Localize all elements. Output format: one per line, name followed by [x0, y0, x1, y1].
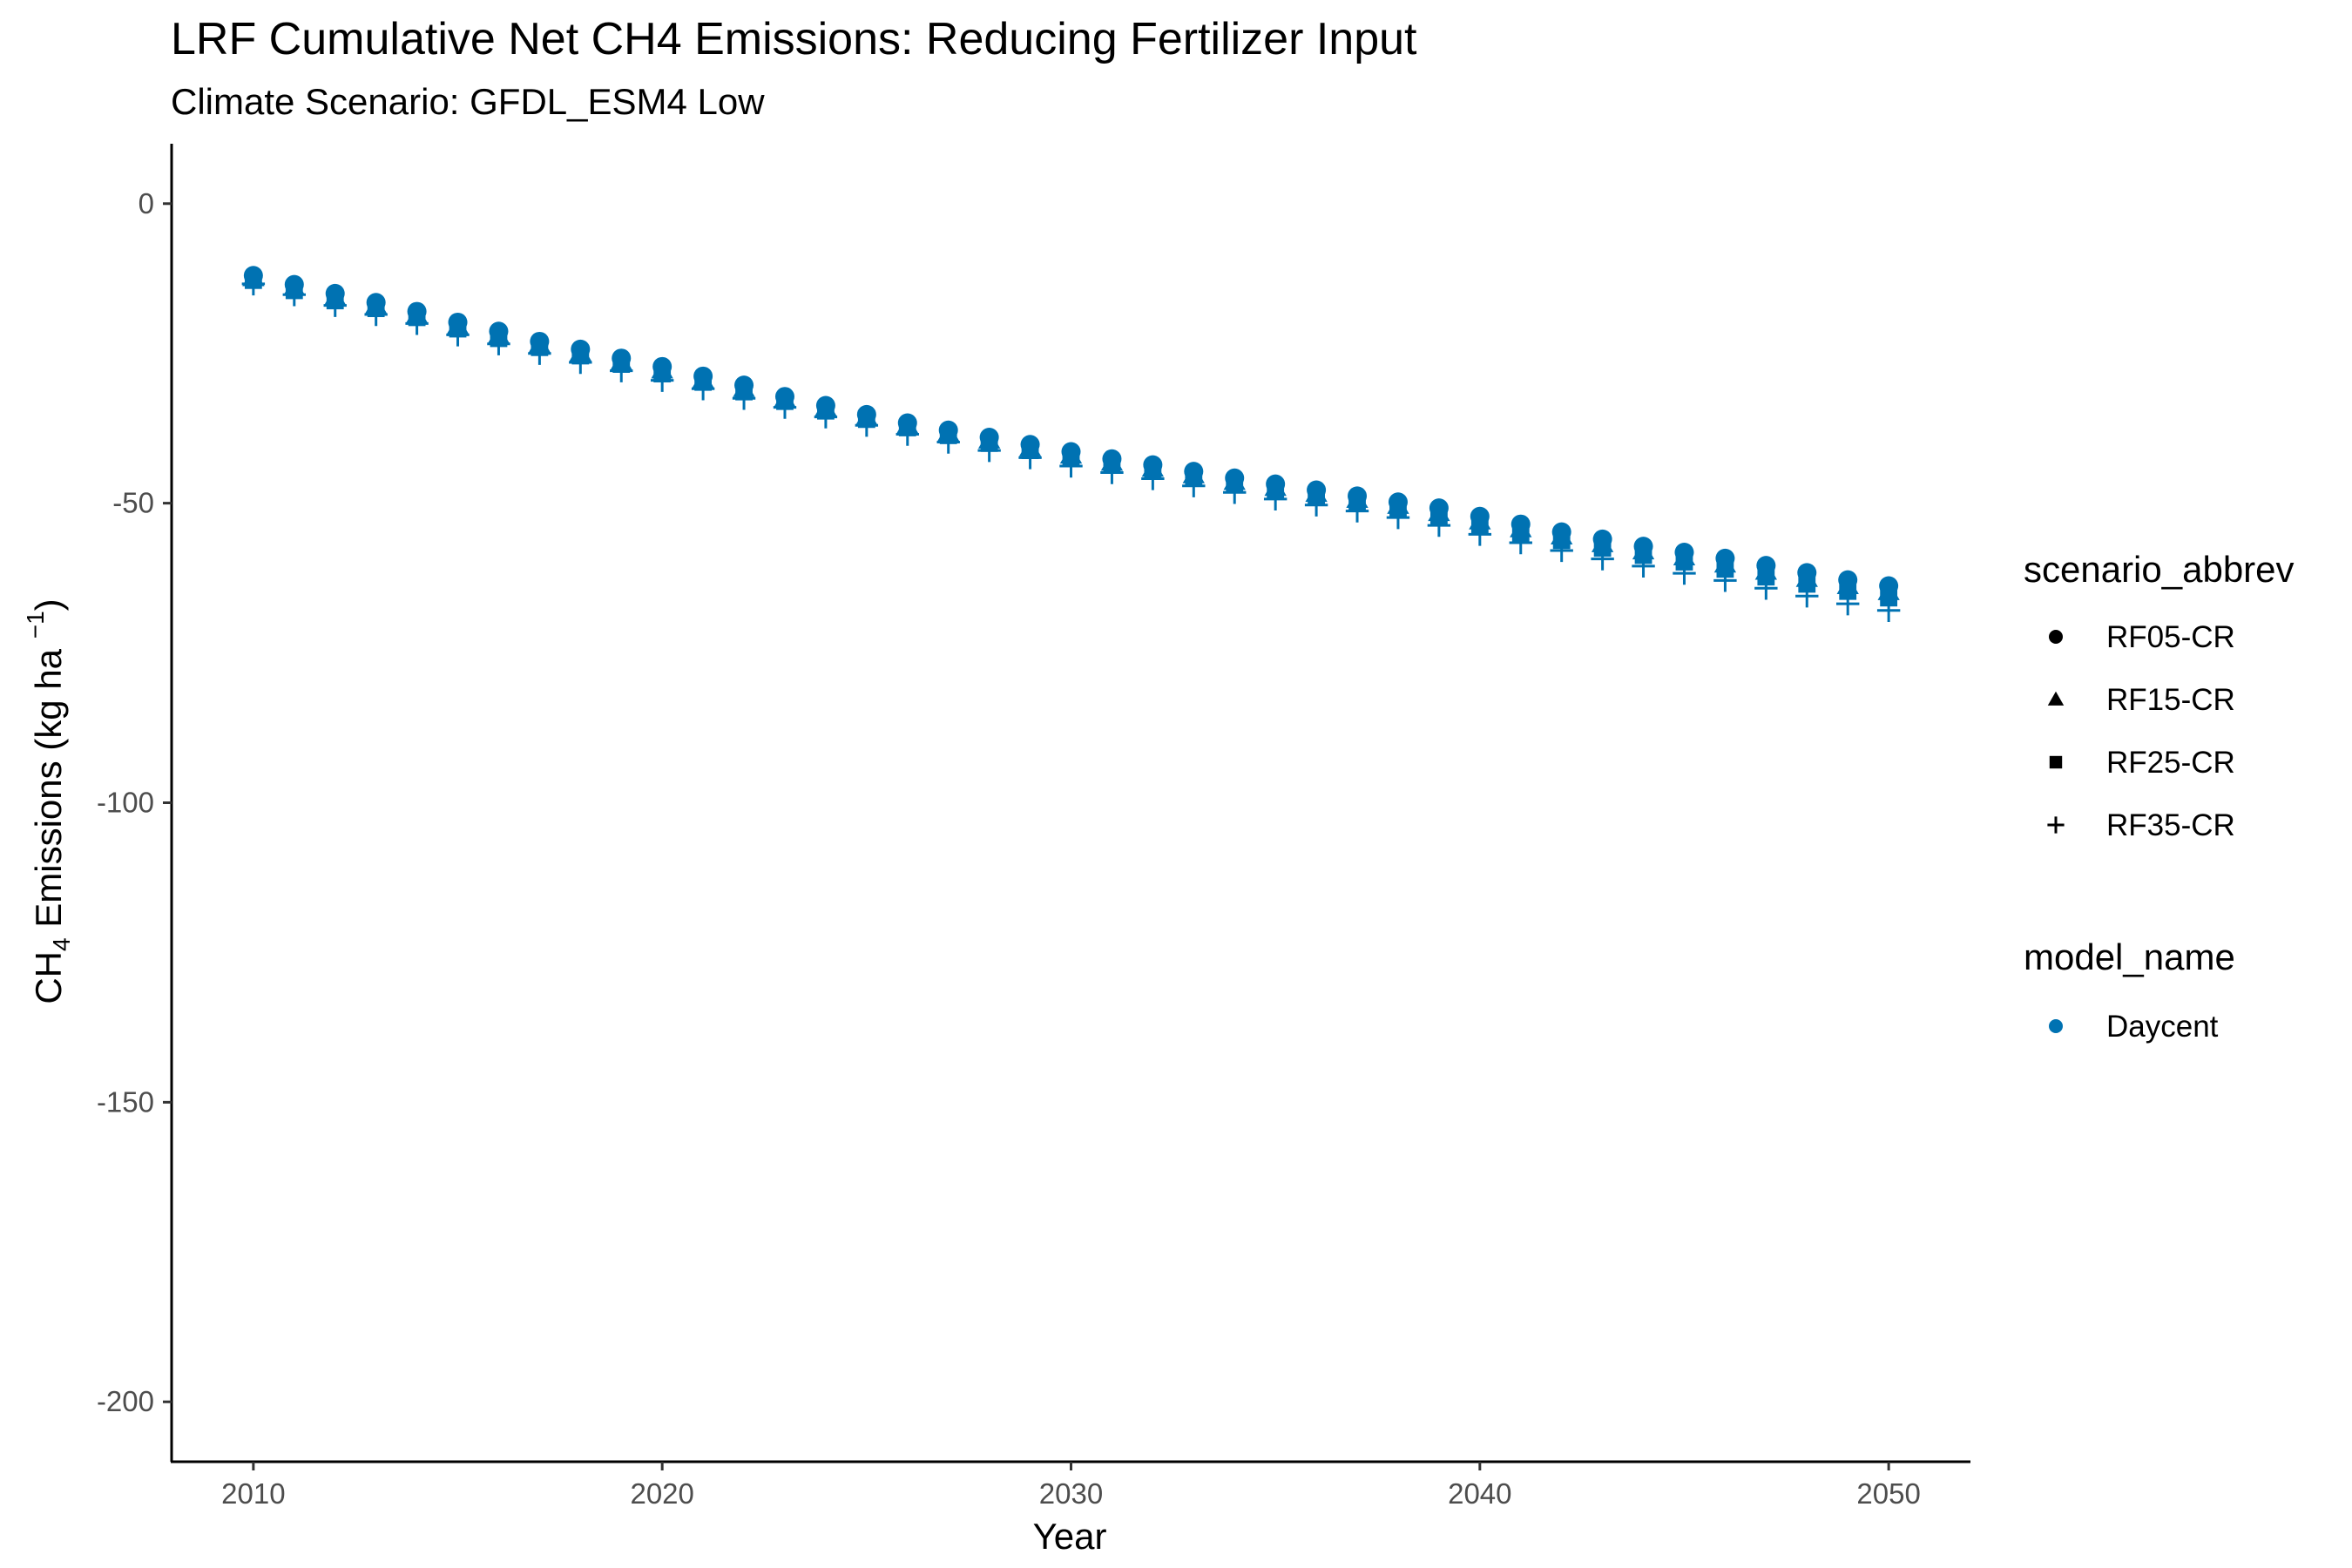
legend-key-triangle	[2047, 691, 2065, 706]
legend-label: RF25-CR	[2106, 746, 2235, 780]
data-point	[897, 413, 917, 433]
data-point	[1592, 529, 1612, 549]
legend-item-RF35-CR: RF35-CR	[2047, 808, 2235, 842]
data-points	[241, 266, 1901, 622]
y-axis-ticks: 0 -50 -100 -150 -200	[97, 187, 172, 1417]
data-point	[856, 404, 876, 424]
data-point	[1715, 548, 1735, 568]
data-point	[652, 356, 672, 376]
x-tick-label: 2020	[630, 1477, 693, 1510]
legend-color-items: Daycent	[2049, 1010, 2219, 1044]
y-axis-title: CH4 Emissions (kg ha −1)	[22, 598, 75, 1004]
legend-shape-title: scenario_abbrev	[2024, 549, 2295, 590]
legend-item-RF05-CR: RF05-CR	[2049, 620, 2235, 654]
data-point	[1184, 462, 1204, 482]
data-point	[1266, 474, 1286, 494]
data-point	[530, 331, 550, 351]
data-point	[815, 395, 835, 416]
legend-label: RF15-CR	[2106, 683, 2235, 717]
legend-item-Daycent: Daycent	[2049, 1010, 2219, 1044]
y-tick-label: 0	[139, 187, 154, 220]
data-point	[693, 366, 713, 386]
data-point	[325, 283, 345, 303]
x-axis-title: Year	[1033, 1516, 1107, 1557]
data-point	[938, 420, 958, 440]
x-axis-ticks: 2010 2020 2030 2040 2050	[221, 1462, 1921, 1510]
legend-key-circle	[2049, 630, 2063, 644]
legend-shape-items: RF05-CR RF15-CR RF25-CR RF35-CR	[2047, 620, 2235, 842]
legend-shape: scenario_abbrev RF05-CR RF15-CR RF25-CR RF3…	[2024, 549, 2295, 842]
x-tick-label: 2040	[1448, 1477, 1511, 1510]
data-point	[1061, 442, 1081, 462]
legend-key-circle	[2049, 1019, 2063, 1033]
data-point	[571, 339, 591, 359]
x-tick-label: 2010	[221, 1477, 285, 1510]
chart-title: LRF Cumulative Net CH4 Emissions: Reduci…	[171, 14, 1417, 64]
y-tick-label: -200	[97, 1385, 154, 1417]
data-point	[1470, 506, 1490, 526]
legend-label: Daycent	[2106, 1010, 2219, 1044]
legend-item-RF25-CR: RF25-CR	[2049, 746, 2235, 780]
x-tick-label: 2030	[1039, 1477, 1103, 1510]
data-point	[407, 301, 427, 321]
data-point	[774, 387, 794, 407]
x-tick-label: 2050	[1856, 1477, 1920, 1510]
y-axis-title-subscript: 4	[48, 937, 75, 951]
data-point	[489, 321, 509, 341]
data-point	[1225, 468, 1245, 488]
series-RF05-CR	[243, 266, 1899, 596]
data-point	[1674, 543, 1694, 563]
y-axis-title-superscript: −1	[22, 611, 49, 639]
data-point	[1838, 570, 1858, 590]
chart-subtitle: Climate Scenario: GFDL_ESM4 Low	[171, 81, 765, 122]
legend-label: RF05-CR	[2106, 620, 2235, 654]
y-tick-label: -50	[112, 487, 154, 519]
legend-key-square	[2049, 755, 2063, 769]
data-point	[1388, 492, 1408, 512]
data-point	[1143, 455, 1163, 475]
data-point	[1511, 514, 1531, 534]
legend-key-plus	[2047, 816, 2065, 834]
data-point	[1756, 556, 1776, 576]
y-axis-title-main: Emissions (kg ha	[28, 639, 69, 937]
y-tick-label: -100	[97, 787, 154, 819]
data-point	[612, 348, 632, 368]
data-point	[979, 427, 999, 447]
data-point	[243, 266, 263, 286]
plot-area: 0 -50 -100 -150 -200 2010 2020 2030 2040 2050	[97, 144, 1970, 1510]
y-tick-label: -150	[97, 1085, 154, 1118]
data-point	[1429, 498, 1449, 518]
data-point	[734, 375, 754, 395]
data-point	[1307, 480, 1327, 500]
data-point	[1020, 435, 1040, 455]
data-point	[448, 312, 468, 332]
y-axis-title-prefix: CH	[28, 951, 69, 1004]
data-point	[1879, 576, 1899, 596]
y-axis-title-suffix: )	[28, 598, 69, 611]
data-point	[1102, 449, 1122, 469]
data-point	[1348, 486, 1368, 506]
data-point	[1633, 537, 1653, 557]
legend-label: RF35-CR	[2106, 808, 2235, 842]
data-point	[1797, 563, 1817, 583]
data-point	[284, 274, 304, 294]
data-point	[366, 293, 386, 313]
legend-color-title: model_name	[2024, 936, 2235, 977]
data-point	[1551, 522, 1571, 542]
legend-color: model_name Daycent	[2024, 936, 2235, 1044]
legend-item-RF15-CR: RF15-CR	[2047, 683, 2235, 717]
